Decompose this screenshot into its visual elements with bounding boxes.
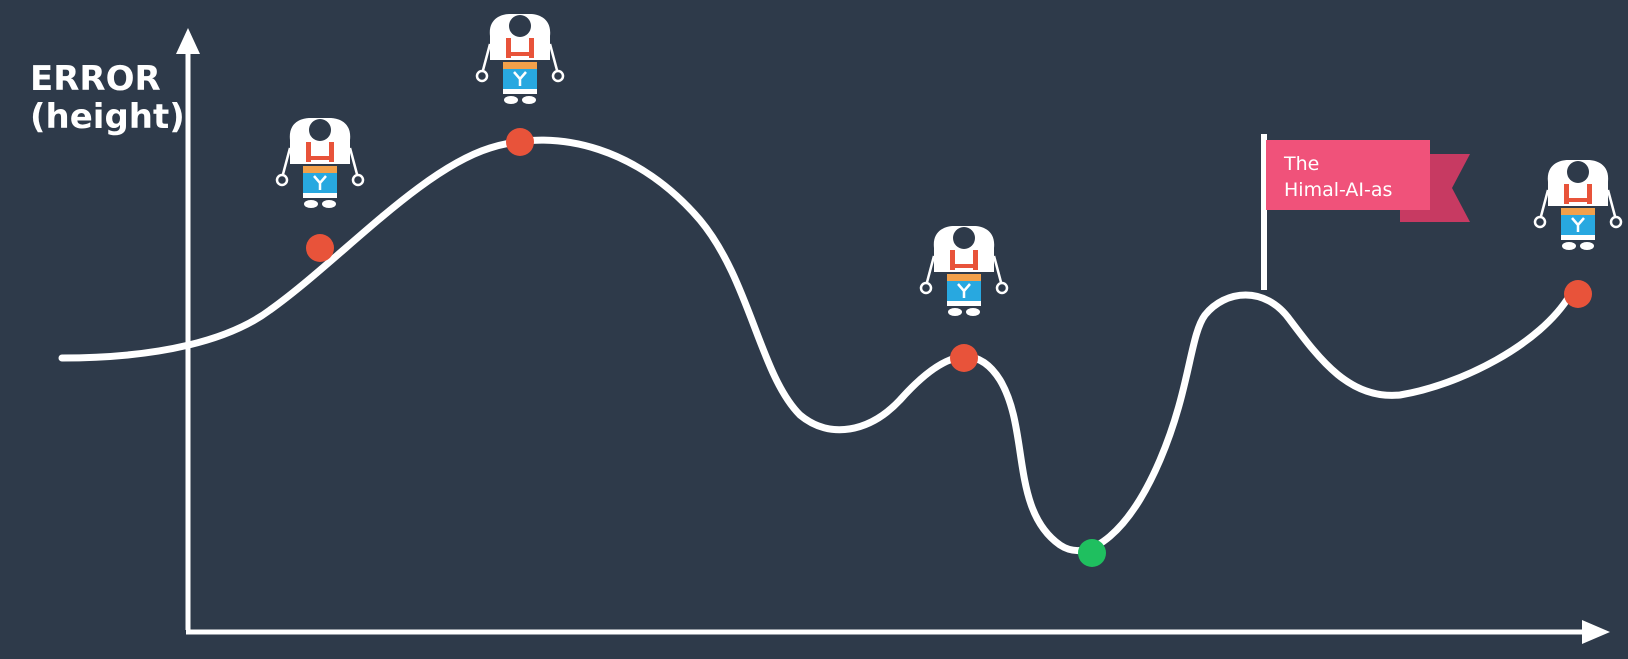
- robot-3-point: [950, 344, 978, 372]
- robot-icon: [475, 14, 565, 104]
- robot-4-point: [1564, 280, 1592, 308]
- flag-label-line2: Himal-AI-as: [1284, 179, 1392, 201]
- robot-2: [475, 14, 565, 156]
- flag-banner: [1266, 140, 1430, 210]
- robot-icon: [275, 118, 365, 208]
- robot-1-point: [306, 234, 334, 262]
- global-minimum-point: [1078, 539, 1106, 567]
- y-axis-label-line1: ERROR: [30, 59, 161, 99]
- himalayas-flag: The Himal-AI-as: [1261, 134, 1470, 290]
- y-axis-label-line2: (height): [30, 97, 185, 137]
- robot-2-point: [506, 128, 534, 156]
- flag-label-line1: The: [1283, 153, 1319, 175]
- x-axis-arrowhead: [1582, 620, 1610, 644]
- robot-4: [1533, 160, 1623, 308]
- axes: [176, 28, 1610, 644]
- y-axis-arrowhead: [176, 28, 200, 54]
- robot-3: [919, 226, 1009, 372]
- y-axis-label: ERROR (height): [30, 59, 185, 137]
- robot-1: [275, 118, 365, 262]
- robot-icon: [919, 226, 1009, 316]
- robot-icon: [1533, 160, 1623, 250]
